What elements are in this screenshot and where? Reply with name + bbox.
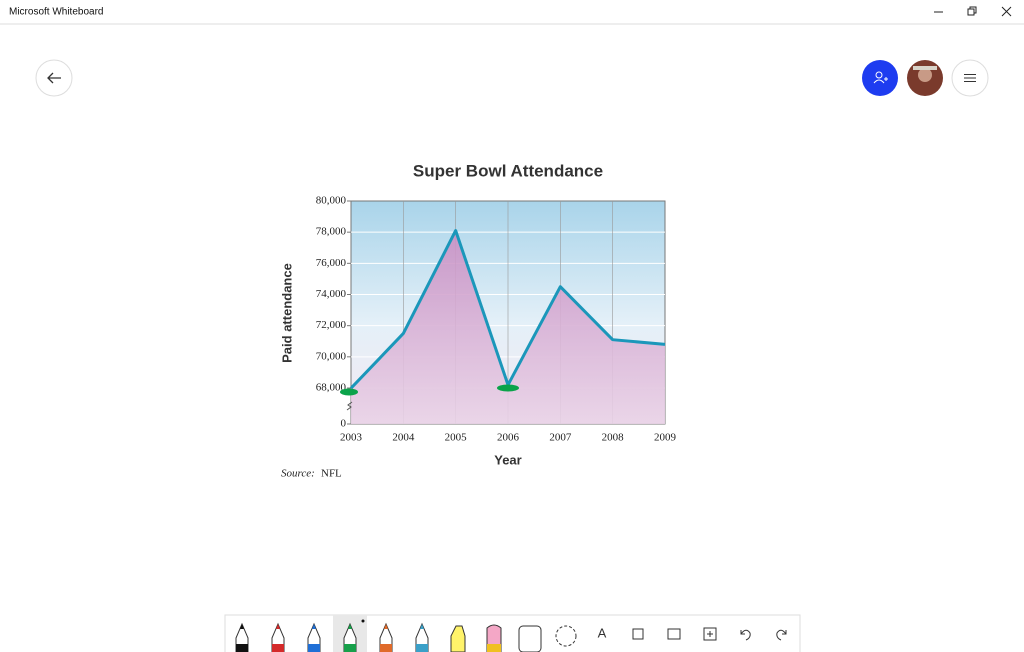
y-tick-label: 76,000	[316, 257, 347, 269]
y-tick-label: 78,000	[316, 226, 347, 238]
pen-tip	[240, 624, 244, 629]
y-tick-label: 80,000	[316, 195, 347, 207]
y-tick-label: 74,000	[316, 288, 347, 300]
x-tick-label: 2005	[445, 432, 468, 444]
pen-tip	[312, 624, 316, 629]
note-tool[interactable]	[632, 628, 644, 640]
x-tick-label: 2007	[549, 432, 572, 444]
pen-color	[416, 644, 428, 652]
source-label: Source:	[281, 468, 315, 480]
chart: Super Bowl Attendance Year Paid attendan…	[279, 161, 676, 479]
area	[351, 230, 665, 424]
invite-button[interactable]	[862, 60, 898, 96]
restore-button[interactable]	[967, 6, 977, 16]
pen-tip	[384, 624, 388, 629]
y-axis-label: Paid attendance	[279, 263, 294, 363]
insert-tool[interactable]	[703, 627, 717, 641]
window-title: Microsoft Whiteboard	[9, 7, 103, 18]
pen-color	[236, 644, 248, 652]
x-tick-label: 2008	[602, 432, 625, 444]
pen-tip	[348, 624, 352, 629]
y-tick-label: 72,000	[316, 319, 347, 331]
undo-button[interactable]	[740, 629, 751, 641]
x-tick-label: 2006	[497, 432, 520, 444]
x-tick-label: 2003	[340, 432, 363, 444]
redo-button[interactable]	[776, 629, 787, 641]
pen-tip	[276, 624, 280, 629]
ruler-tool[interactable]	[518, 625, 542, 652]
menu-button[interactable]	[951, 59, 989, 97]
pen-color	[308, 644, 320, 652]
ink-mark	[340, 388, 358, 396]
back-button[interactable]	[35, 59, 73, 97]
chart-title: Super Bowl Attendance	[413, 161, 603, 180]
x-axis-label: Year	[494, 452, 521, 467]
x-tick-label: 2004	[392, 432, 415, 444]
axis-break	[346, 401, 353, 411]
pen-color	[272, 644, 284, 652]
text-tool[interactable]: A	[598, 625, 607, 640]
lasso-tool[interactable]	[555, 625, 577, 647]
y-tick-label: 68,000	[316, 382, 347, 394]
close-button[interactable]	[1001, 6, 1012, 17]
selected-dot	[361, 619, 365, 623]
y-tick-label: 70,000	[316, 350, 347, 362]
pen-color	[380, 644, 392, 652]
highlighter-tool[interactable]	[450, 625, 466, 652]
source: NFL	[321, 468, 342, 480]
eraser-band	[487, 644, 501, 652]
toolbar: A	[224, 614, 801, 652]
image-tool[interactable]	[667, 628, 681, 640]
title-bar	[0, 0, 1024, 24]
pen-color	[344, 644, 356, 652]
profile-avatar[interactable]	[907, 60, 943, 96]
ink-mark	[497, 384, 519, 392]
pen-tip	[420, 624, 424, 629]
x-tick-label: 2009	[654, 432, 677, 444]
y-tick-label: 0	[341, 418, 347, 430]
